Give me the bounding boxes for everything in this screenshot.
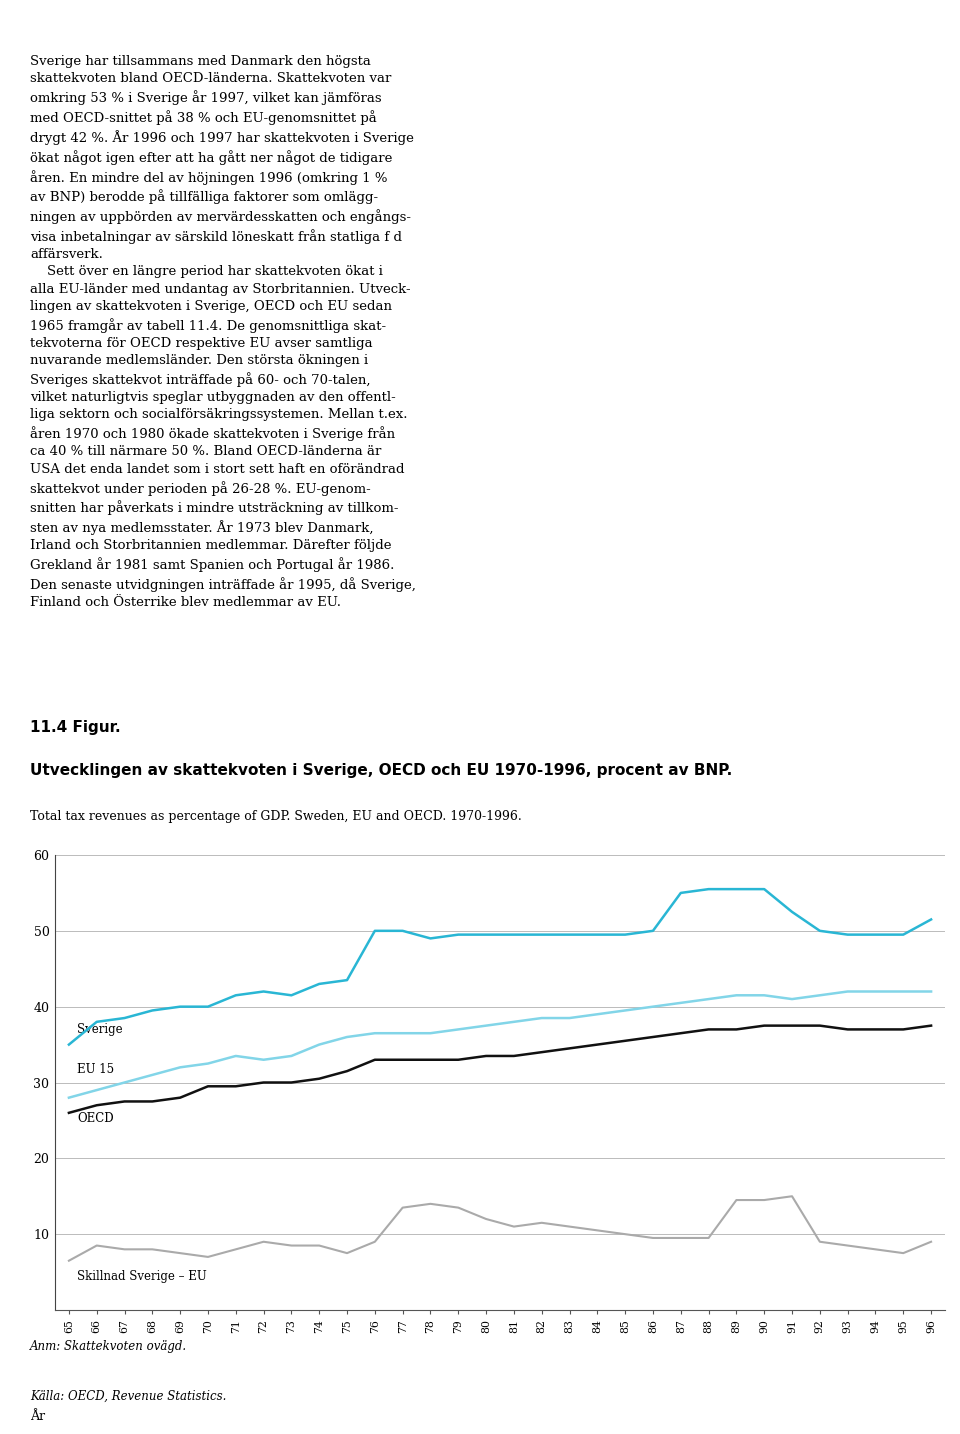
Text: År: År <box>30 1410 45 1423</box>
Text: OECD: OECD <box>77 1111 114 1124</box>
Text: Källa: OECD, Revenue Statistics.: Källa: OECD, Revenue Statistics. <box>30 1390 227 1402</box>
Text: 154: 154 <box>17 10 52 29</box>
Text: 11.4 Figur.: 11.4 Figur. <box>30 720 121 736</box>
Text: Total tax revenues as percentage of GDP. Sweden, EU and OECD. 1970-1996.: Total tax revenues as percentage of GDP.… <box>30 810 521 823</box>
Text: Skillnad Sverige – EU: Skillnad Sverige – EU <box>77 1269 207 1282</box>
Text: Anm: Skattekvoten ovägd.: Anm: Skattekvoten ovägd. <box>30 1339 187 1354</box>
Text: Sverige: Sverige <box>77 1024 123 1037</box>
Text: EU 15: EU 15 <box>77 1064 114 1077</box>
Text: Sverige har tillsammans med Danmark den högsta
skattekvoten bland OECD-länderna.: Sverige har tillsammans med Danmark den … <box>30 54 416 609</box>
Text: Utvecklingen av skattekvoten i Sverige, OECD och EU 1970-1996, procent av BNP.: Utvecklingen av skattekvoten i Sverige, … <box>30 763 732 779</box>
